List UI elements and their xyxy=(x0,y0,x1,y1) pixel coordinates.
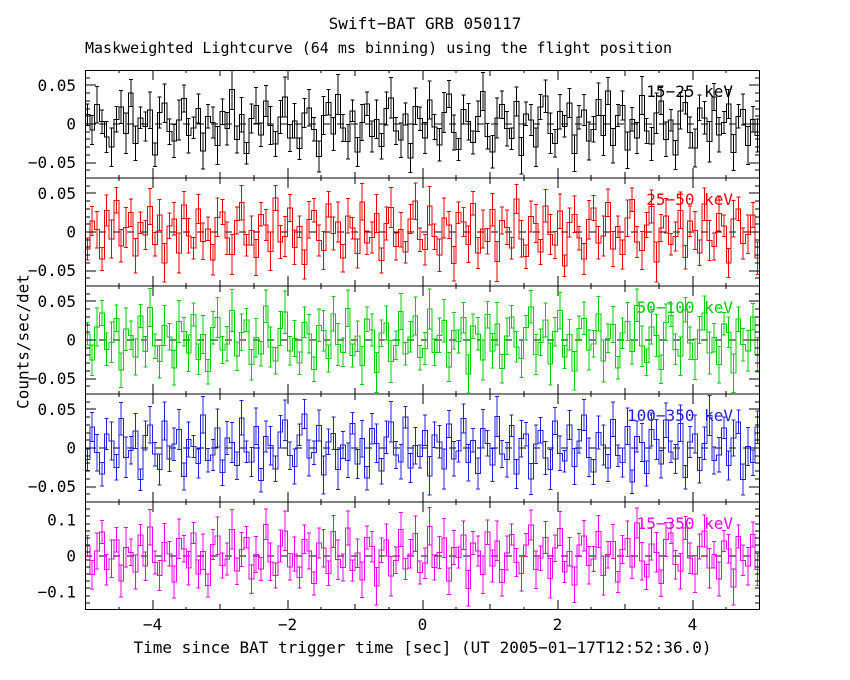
axis-ticks-15-350-kev xyxy=(85,508,760,610)
lightcurve-15-350-kev xyxy=(86,522,759,589)
panel-50-100-kev xyxy=(86,288,759,393)
y-tick-label: 0.05 xyxy=(37,76,76,95)
y-tick-label: 0 xyxy=(66,223,76,242)
x-axis-label: Time since BAT trigger time [sec] (UT 20… xyxy=(133,638,712,657)
x-tick-label: −4 xyxy=(143,615,162,634)
y-tick-label: 0.05 xyxy=(37,292,76,311)
panel-legend-25-50-kev: 25−50 keV xyxy=(646,190,733,209)
y-tick-label: 0 xyxy=(66,547,76,566)
y-tick-label: −0.05 xyxy=(28,261,76,280)
lightcurve-100-350-kev xyxy=(86,413,759,483)
x-tick-label: 2 xyxy=(553,615,563,634)
plot-frame xyxy=(85,70,760,610)
chart-subtitle: Maskweighted Lightcurve (64 ms binning) … xyxy=(85,39,672,57)
y-tick-label: 0 xyxy=(66,439,76,458)
lightcurve-25-50-kev xyxy=(86,197,759,267)
panel-15-25-kev xyxy=(86,71,759,175)
y-axis-label: Counts/sec/det xyxy=(13,274,33,409)
panel-15-350-kev xyxy=(86,507,759,607)
axis-ticks-50-100-kev xyxy=(85,293,760,404)
y-tick-label: −0.05 xyxy=(28,369,76,388)
chart-title: Swift−BAT GRB 050117 xyxy=(328,14,522,33)
panel-legend-15-25-kev: 15−25 keV xyxy=(646,82,733,101)
x-tick-label: 4 xyxy=(688,615,698,634)
lightcurve-50-100-kev xyxy=(86,304,759,375)
axis-ticks-25-50-kev xyxy=(85,185,760,296)
x-tick-label: −2 xyxy=(278,615,297,634)
y-tick-label: 0.05 xyxy=(37,400,76,419)
panel-legend-50-100-kev: 50−100 keV xyxy=(637,298,734,317)
axis-ticks-100-350-kev xyxy=(85,401,760,512)
panel-100-350-kev xyxy=(86,395,759,496)
panel-25-50-kev xyxy=(86,182,759,283)
lightcurve-15-25-kev xyxy=(86,88,759,159)
axis-ticks-15-25-kev xyxy=(85,70,760,188)
panel-legend-15-350-kev: 15−350 keV xyxy=(637,514,734,533)
y-tick-label: 0.05 xyxy=(37,184,76,203)
y-tick-label: −0.1 xyxy=(37,583,76,602)
y-tick-label: 0.1 xyxy=(47,511,76,530)
y-tick-label: 0 xyxy=(66,115,76,134)
y-tick-label: 0 xyxy=(66,331,76,350)
x-tick-label: 0 xyxy=(418,615,428,634)
panel-legend-100-350-kev: 100−350 keV xyxy=(627,406,733,425)
y-tick-label: −0.05 xyxy=(28,477,76,496)
y-tick-label: −0.05 xyxy=(28,153,76,172)
